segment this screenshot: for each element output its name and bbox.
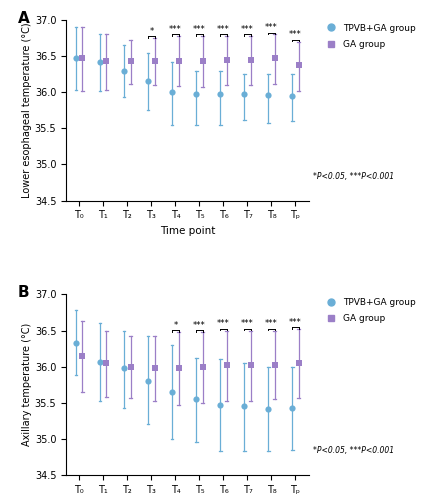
- Point: [175, 57, 182, 65]
- Y-axis label: Lower esophageal temperature (°C): Lower esophageal temperature (°C): [22, 22, 32, 198]
- Point: [145, 78, 152, 86]
- Text: B: B: [18, 286, 29, 300]
- Point: [241, 90, 248, 98]
- Point: [127, 57, 134, 65]
- Text: *: *: [149, 27, 153, 36]
- Text: A: A: [18, 11, 30, 26]
- Text: ***: ***: [169, 24, 182, 34]
- Point: [151, 57, 158, 65]
- Text: *P<0.05, ***P<0.001: *P<0.05, ***P<0.001: [313, 172, 394, 180]
- Point: [217, 90, 224, 98]
- Point: [247, 56, 254, 64]
- Text: *P<0.05, ***P<0.001: *P<0.05, ***P<0.001: [313, 446, 394, 455]
- Point: [199, 362, 206, 370]
- Point: [223, 56, 230, 64]
- Text: ***: ***: [193, 24, 206, 34]
- Point: [223, 361, 230, 369]
- Point: [265, 404, 272, 412]
- Text: ***: ***: [241, 320, 254, 328]
- Point: [175, 364, 182, 372]
- Point: [103, 359, 110, 367]
- Point: [271, 54, 278, 62]
- Point: [73, 339, 80, 347]
- Point: [217, 401, 224, 409]
- Point: [289, 92, 296, 100]
- Legend: TPVB+GA group, GA group: TPVB+GA group, GA group: [318, 294, 419, 327]
- Point: [151, 364, 158, 372]
- Point: [73, 54, 80, 62]
- Text: ***: ***: [241, 24, 254, 34]
- Text: ***: ***: [289, 30, 302, 40]
- Point: [79, 352, 86, 360]
- Point: [199, 57, 206, 65]
- Point: [79, 54, 86, 62]
- Text: ***: ***: [193, 321, 206, 330]
- Legend: TPVB+GA group, GA group: TPVB+GA group, GA group: [318, 20, 419, 52]
- Text: ***: ***: [217, 24, 230, 34]
- Text: ***: ***: [265, 320, 278, 328]
- Y-axis label: Axillary temperature (°C): Axillary temperature (°C): [22, 323, 32, 446]
- Point: [103, 57, 110, 65]
- Point: [97, 58, 104, 66]
- Point: [121, 364, 128, 372]
- Point: [193, 90, 200, 98]
- Text: ***: ***: [289, 318, 302, 327]
- Point: [127, 362, 134, 370]
- Point: [169, 88, 176, 96]
- Point: [265, 91, 272, 99]
- Point: [247, 361, 254, 369]
- Point: [97, 358, 104, 366]
- X-axis label: Time point: Time point: [160, 226, 215, 236]
- Point: [241, 402, 248, 410]
- Point: [169, 388, 176, 396]
- Text: ***: ***: [217, 320, 230, 328]
- Point: [271, 361, 278, 369]
- Point: [289, 404, 296, 412]
- Text: *: *: [173, 321, 178, 330]
- Point: [193, 395, 200, 403]
- Point: [145, 377, 152, 385]
- Point: [121, 66, 128, 74]
- Text: ***: ***: [265, 24, 278, 32]
- Point: [295, 61, 302, 69]
- Point: [295, 359, 302, 367]
